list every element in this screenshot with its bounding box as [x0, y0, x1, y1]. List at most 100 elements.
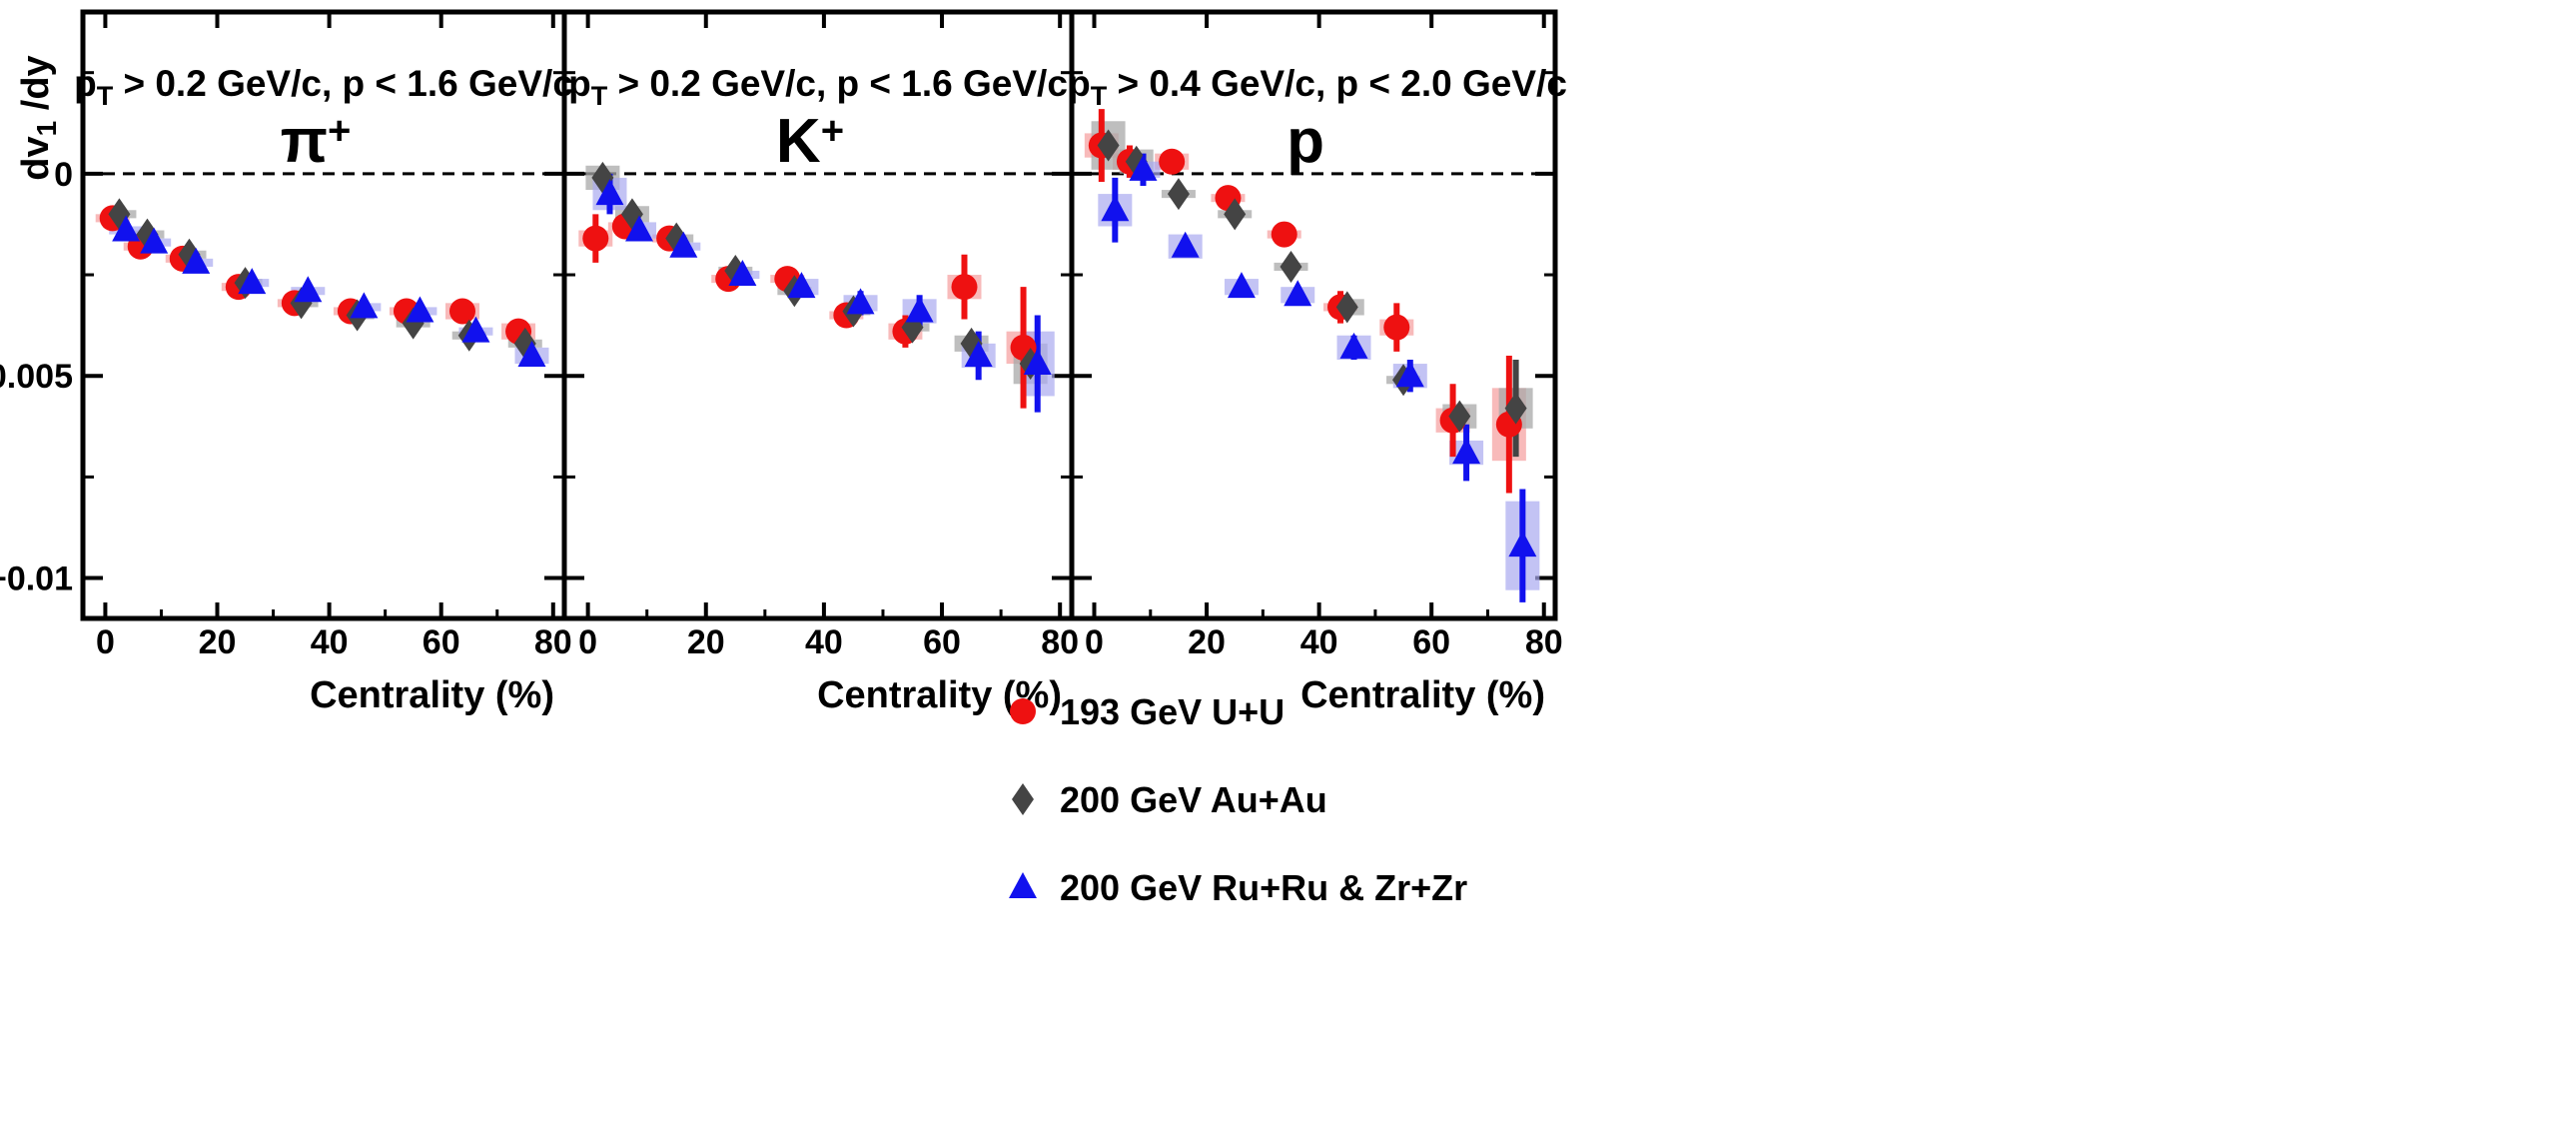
x-tick-label: 20 [199, 623, 237, 661]
y-axis-title: dv1 /dy [15, 55, 62, 180]
data-point-diamond [1335, 291, 1358, 324]
panel-pion: 0 20 40 60 80 Centrality (%) pT > 0.2 GeV/c, p… [74, 9, 573, 716]
y-tick-label: −0.01 [0, 561, 73, 598]
legend-marker-circle [1010, 698, 1036, 724]
data-point-diamond [1224, 198, 1247, 231]
x-tick-label: 40 [1300, 623, 1338, 661]
particle-charge: + [821, 109, 844, 153]
x-tick-label: 40 [805, 623, 843, 661]
legend-label: 200 GeV Au+Au [1060, 779, 1327, 820]
data-point-triangle [728, 260, 757, 287]
data-point-circle [951, 274, 978, 301]
x-axis-title: Centrality (%) [310, 674, 554, 716]
particle-charge: + [328, 109, 351, 153]
systematic-boxes [1084, 121, 1540, 590]
cut-subscript: T [1091, 81, 1108, 111]
data-point-diamond [108, 198, 131, 231]
data-point-triangle [1508, 531, 1537, 558]
cut-subscript: T [97, 81, 114, 111]
data-point-triangle [294, 276, 323, 303]
legend-marker-diamond [1012, 783, 1034, 815]
y-tick-label: 0 [54, 156, 73, 194]
kinematic-cut-label: pT > 0.2 GeV/c, p < 1.6 GeV/c [568, 63, 1068, 111]
legend: 193 GeV U+U 200 GeV Au+Au 200 GeV Ru+Ru & … [1009, 691, 1467, 908]
data-point-triangle [406, 296, 434, 323]
data-point-triangle [238, 268, 267, 295]
particle-symbol: π [281, 107, 328, 176]
data-point-diamond [1280, 250, 1302, 283]
data-points [99, 198, 546, 367]
svg-text:dv1 /dy: dv1 /dy [15, 55, 62, 180]
data-point-triangle [182, 247, 211, 274]
data-point-triangle [1395, 361, 1424, 388]
data-point-triangle [787, 272, 816, 299]
data-point-triangle [1101, 195, 1130, 222]
cut-rest: > 0.4 GeV/c, p < 2.0 GeV/c [1107, 63, 1567, 104]
legend-label: 193 GeV U+U [1060, 691, 1285, 732]
data-point-triangle [595, 179, 624, 206]
data-point-triangle [1129, 154, 1158, 181]
data-point-circle [448, 298, 475, 325]
data-point-triangle [1339, 332, 1368, 359]
x-tick-label: 0 [1085, 623, 1104, 661]
particle-label: p [1287, 107, 1324, 176]
data-point-triangle [1171, 231, 1200, 258]
y-axis-title-main: dv [15, 136, 57, 180]
legend-marker-triangle [1009, 872, 1037, 898]
kinematic-cut-label: pT > 0.4 GeV/c, p < 2.0 GeV/c [1068, 63, 1567, 111]
data-point-triangle [517, 340, 546, 367]
data-point-triangle [1023, 349, 1052, 376]
x-tick-label: 80 [534, 623, 572, 661]
x-tick-label: 60 [923, 623, 961, 661]
data-point-triangle [461, 316, 490, 343]
data-point-diamond [1167, 178, 1190, 211]
y-axis-title-sub: 1 [31, 121, 62, 137]
data-point-triangle [140, 227, 169, 254]
cut-prefix: p [568, 63, 591, 104]
data-point-triangle [669, 231, 698, 258]
data-point-triangle [1452, 438, 1481, 465]
legend-label: 200 GeV Ru+Ru & Zr+Zr [1060, 867, 1467, 908]
x-tick-label: 80 [1525, 623, 1563, 661]
data-point-circle [1159, 148, 1186, 175]
plot-frame [1069, 9, 1558, 621]
data-point-triangle [350, 292, 379, 319]
x-tick-label: 20 [1188, 623, 1226, 661]
data-point-triangle [1284, 280, 1312, 307]
cut-rest: > 0.2 GeV/c, p < 1.6 GeV/c [113, 63, 573, 104]
data-point-triangle [625, 215, 654, 242]
y-tick-label: −0.005 [0, 358, 73, 396]
particle-symbol: K [776, 107, 821, 176]
cut-prefix: p [74, 63, 97, 104]
x-tick-label: 60 [1412, 623, 1450, 661]
stat-error-bars [1098, 109, 1526, 602]
data-point-diamond [1504, 392, 1527, 425]
cut-prefix: p [1068, 63, 1091, 104]
data-point-triangle [1227, 272, 1256, 299]
x-tick-label: 0 [578, 623, 597, 661]
particle-label: K+ [776, 107, 844, 176]
data-points [1088, 129, 1537, 558]
data-point-diamond [1448, 400, 1471, 433]
x-tick-label: 80 [1041, 623, 1079, 661]
data-point-circle [582, 225, 609, 252]
data-point-diamond [1097, 129, 1120, 162]
x-tick-label: 60 [423, 623, 460, 661]
data-points [582, 161, 1052, 381]
cut-rest: > 0.2 GeV/c, p < 1.6 GeV/c [607, 63, 1068, 104]
x-tick-label: 0 [96, 623, 115, 661]
data-point-triangle [846, 288, 875, 315]
x-tick-label: 20 [687, 623, 725, 661]
cut-subscript: T [591, 81, 608, 111]
data-point-circle [1271, 221, 1297, 248]
kinematic-cut-label: pT > 0.2 GeV/c, p < 1.6 GeV/c [74, 63, 573, 111]
particle-symbol: p [1287, 107, 1324, 176]
x-axis-title: Centrality (%) [1300, 674, 1545, 716]
y-axis-title-tail: /dy [15, 55, 57, 120]
data-point-triangle [112, 215, 141, 242]
data-point-triangle [964, 340, 993, 367]
x-tick-label: 40 [311, 623, 349, 661]
